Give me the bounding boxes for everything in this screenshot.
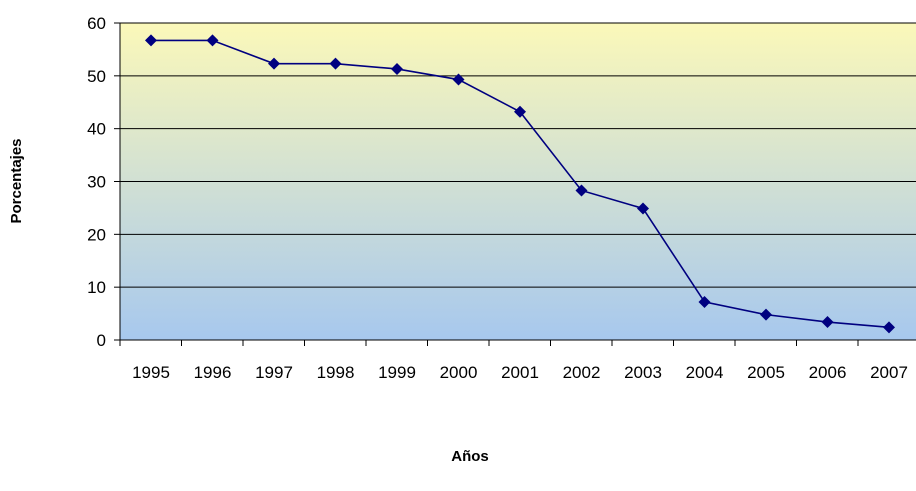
data-point-marker (760, 308, 772, 321)
x-tick-label: 1996 (194, 363, 232, 382)
y-tick-label: 60 (87, 14, 106, 33)
x-tick-label: 1997 (255, 363, 293, 382)
gridlines (120, 22, 916, 288)
y-tick-label: 10 (87, 278, 106, 297)
y-tick-label: 0 (97, 331, 106, 350)
x-axis-title: Años (451, 448, 489, 465)
axes (114, 22, 916, 346)
x-tick-label: 1995 (132, 363, 170, 382)
data-point-marker (391, 62, 403, 75)
x-tick-label: 2006 (809, 363, 847, 382)
x-tick-label: 1998 (317, 363, 355, 382)
data-point-marker (821, 316, 834, 329)
data-point-marker (206, 34, 219, 47)
series (145, 34, 895, 334)
data-point-marker (698, 295, 711, 308)
x-tick-label: 2005 (747, 363, 785, 382)
x-tick-label: 2002 (563, 363, 601, 382)
data-point-marker (514, 105, 526, 118)
data-point-marker (637, 202, 649, 215)
data-point-marker (883, 321, 895, 334)
y-tick-label: 20 (87, 225, 106, 244)
data-point-marker (268, 57, 280, 70)
x-tick-label: 2001 (501, 363, 539, 382)
x-tick-label: 2003 (624, 363, 662, 382)
y-tick-label: 40 (87, 120, 106, 139)
data-point-marker (575, 184, 588, 197)
y-axis-title: Porcentajes (8, 138, 25, 223)
data-point-marker (452, 73, 465, 86)
y-tick-label: 50 (87, 67, 106, 86)
x-tick-label: 2000 (440, 363, 478, 382)
x-tick-label: 2004 (686, 363, 724, 382)
x-tick-labels: 1995 1996 1997 1998 1999 2000 2001 2002 2003 2004… (132, 363, 908, 382)
y-tick-label: 30 (87, 173, 106, 192)
data-point-marker (329, 57, 342, 70)
x-tick-label: 2007 (870, 363, 908, 382)
y-tick-labels: 0 10 20 30 40 50 60 (87, 14, 106, 350)
data-point-marker (145, 34, 157, 47)
x-tick-label: 1999 (378, 363, 416, 382)
